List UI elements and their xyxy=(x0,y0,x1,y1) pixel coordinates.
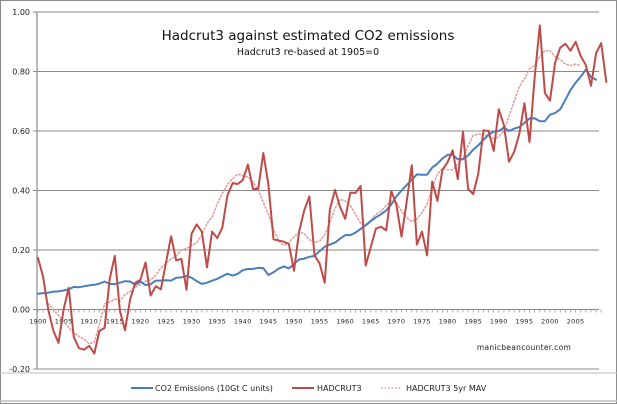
x-tick-label: 1915 xyxy=(106,318,124,326)
chart-subtitle: Hadcrut3 re-based at 1905=0 xyxy=(237,47,379,58)
legend-item-hadcrut3-mav[interactable]: HADCRUT3 5yr MAV xyxy=(381,384,487,393)
legend-item-co2[interactable]: CO2 Emissions (10Gt C units) xyxy=(131,384,273,393)
x-tick-label: 1985 xyxy=(464,318,482,326)
series-line-co2-emissions-10gt-c-units xyxy=(37,68,598,295)
x-tick-label: 1910 xyxy=(80,318,98,326)
x-tick-label: 1950 xyxy=(285,318,303,326)
legend-item-hadcrut3[interactable]: HADCRUT3 xyxy=(292,384,362,393)
x-tick-label: 1945 xyxy=(260,318,278,326)
axes xyxy=(33,11,602,370)
x-tick-label: 1965 xyxy=(362,318,380,326)
x-tick-label: 1920 xyxy=(132,318,150,326)
series-line-hadcrut3 xyxy=(37,24,608,355)
x-tick-label: 1990 xyxy=(490,318,508,326)
x-tick-label: 1935 xyxy=(208,318,226,326)
x-tick-label: 1930 xyxy=(183,318,201,326)
x-tick-labels: 1900 1905 1910 1915 1920 1925 1930 1935 1940 1945… xyxy=(29,318,584,326)
series-line-hadcrut3-5yr-mav xyxy=(47,49,582,345)
gridlines xyxy=(37,11,599,251)
source-annotation: manicbeancounter.com xyxy=(477,343,571,352)
chart-title: Hadcrut3 against estimated CO2 emissions xyxy=(162,28,455,44)
y-tick-label: 1.00 xyxy=(12,8,30,17)
x-tick-label: 1955 xyxy=(311,318,329,326)
y-tick-label: 0.00 xyxy=(12,306,30,315)
x-tick-label: 2000 xyxy=(541,318,559,326)
x-tick-label: 1900 xyxy=(29,318,47,326)
legend-label-co2: CO2 Emissions (10Gt C units) xyxy=(155,384,273,393)
legend-label-hadcrut3: HADCRUT3 xyxy=(317,384,362,393)
y-tick-label: 0.20 xyxy=(12,246,30,255)
x-tick-label: 1995 xyxy=(516,318,534,326)
x-tick-label: 1960 xyxy=(336,318,354,326)
x-tick-label: 1975 xyxy=(413,318,431,326)
x-tick-label: 1970 xyxy=(388,318,406,326)
y-tick-label: 0.80 xyxy=(12,68,30,77)
y-tick-label: 0.40 xyxy=(12,187,30,196)
x-tick-label: 1940 xyxy=(234,318,252,326)
legend-label-hadcrut3-mav: HADCRUT3 5yr MAV xyxy=(406,384,487,393)
x-tick-label: 1925 xyxy=(157,318,175,326)
x-tick-label: 1980 xyxy=(439,318,457,326)
legend: CO2 Emissions (10Gt C units) HADCRUT3 HA… xyxy=(131,384,487,393)
y-tick-label: -0.20 xyxy=(9,365,30,374)
x-tick-label: 2005 xyxy=(567,318,585,326)
series-lines xyxy=(37,24,608,355)
y-tick-label: 0.60 xyxy=(12,127,30,136)
y-tick-labels: -0.20 0.00 0.20 0.40 0.60 0.80 1.00 xyxy=(9,8,30,374)
